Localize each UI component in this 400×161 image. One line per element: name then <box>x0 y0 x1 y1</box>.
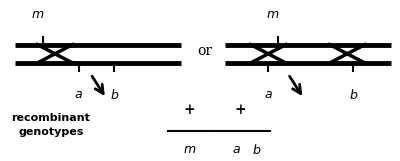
Text: +: + <box>235 103 246 117</box>
Text: $\it{b}$: $\it{b}$ <box>252 143 261 157</box>
Text: +: + <box>184 103 195 117</box>
Text: $\it{a}$: $\it{a}$ <box>264 88 273 101</box>
Text: $\it{a}$: $\it{a}$ <box>232 143 241 156</box>
Text: $\it{m}$: $\it{m}$ <box>266 8 279 21</box>
Text: recombinant
genotypes: recombinant genotypes <box>12 113 90 137</box>
Text: $\it{m}$: $\it{m}$ <box>183 143 196 156</box>
Text: $\it{b}$: $\it{b}$ <box>348 88 358 102</box>
Text: $\it{b}$: $\it{b}$ <box>110 88 119 102</box>
Text: $\it{m}$: $\it{m}$ <box>30 8 44 21</box>
Text: $\it{a}$: $\it{a}$ <box>74 88 83 101</box>
Text: or: or <box>198 44 213 58</box>
